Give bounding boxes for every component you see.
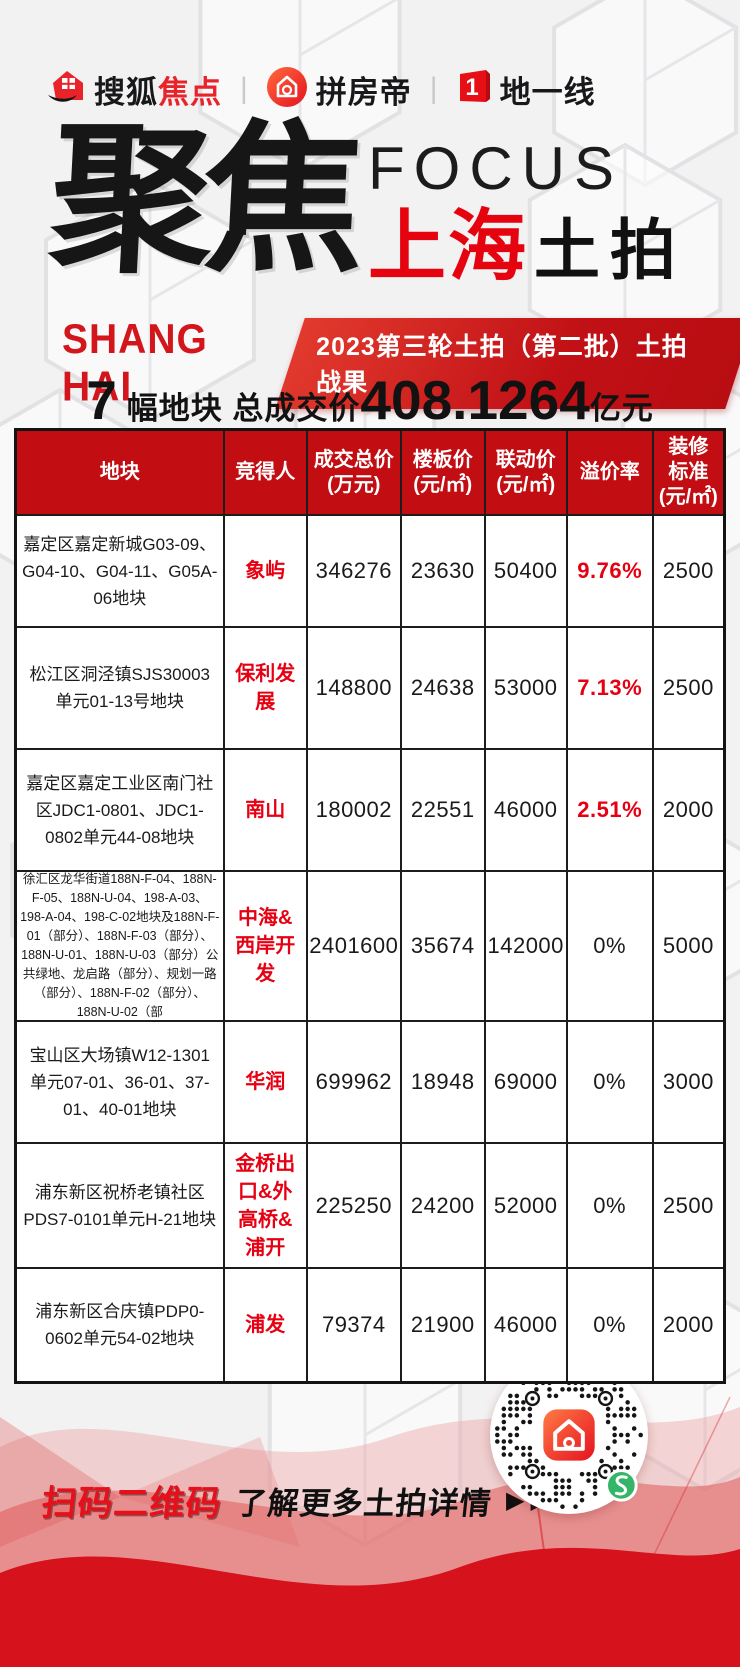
- linkage-price-cell: 69000: [486, 1022, 568, 1142]
- total-amount: 408.1264: [360, 369, 590, 431]
- total-price-cell: 225250: [308, 1144, 402, 1267]
- linkage-price-cell: 50400: [486, 516, 568, 626]
- title-city: 上海: [368, 202, 529, 290]
- title-block: 聚焦 FOCUS 上海土拍: [46, 110, 700, 309]
- decoration-cell: 3000: [662, 1069, 714, 1094]
- floor-price-cell: 23630: [402, 516, 486, 626]
- amount-unit: 亿元: [589, 391, 654, 426]
- title-en: FOCUS: [368, 135, 623, 202]
- summary-line: 7 幅地块 总成交价408.1264亿元: [0, 368, 740, 432]
- col-header-winner: 竞得人: [225, 431, 308, 514]
- floor-price-cell: 24638: [402, 628, 486, 748]
- winner-cell: 浦发: [225, 1269, 308, 1381]
- winner-cell: 保利发展: [225, 628, 308, 748]
- decoration-cell: 2500: [662, 1192, 714, 1218]
- premium-cell: 7.13%: [568, 628, 654, 748]
- floor-price-cell: 21900: [402, 1269, 486, 1381]
- diyixian-logo-text: 地一线: [499, 74, 596, 110]
- floor-price-cell: 35674: [402, 872, 486, 1020]
- diyixian-logo: 1 地一线: [456, 67, 596, 112]
- svg-text:1: 1: [465, 74, 478, 101]
- table-row: 徐汇区龙华街道188N-F-04、188N-F-05、188N-U-04、198…: [17, 872, 723, 1022]
- premium-cell: 0%: [568, 872, 654, 1020]
- col-header-decoration: 装修标准 (元/㎡): [658, 436, 718, 508]
- linkage-price-cell: 46000: [486, 1269, 568, 1381]
- footer: 扫码二维码 了解更多土拍详情 ▶▶▶: [0, 1356, 740, 1667]
- title-topic: 土拍: [534, 213, 687, 287]
- linkage-price-cell: 52000: [486, 1144, 568, 1267]
- premium-cell: 2.51%: [568, 750, 654, 870]
- linkage-price-cell: 142000: [486, 872, 568, 1020]
- pinfangdi-logo: 拼房帝: [266, 66, 412, 113]
- floor-price-cell: 22551: [402, 750, 486, 870]
- table-row: 松江区洞泾镇SJS30003单元01-13号地块 保利发展 148800 246…: [17, 628, 723, 750]
- table-row: 浦东新区合庆镇PDP0-0602单元54-02地块 浦发 79374 21900…: [17, 1269, 723, 1381]
- scan-text-black: 了解更多土拍详情: [233, 1486, 494, 1521]
- table-row: 浦东新区祝桥老镇社区PDS7-0101单元H-21地块 金桥出口&外高桥&浦开 …: [17, 1144, 723, 1269]
- table-row: 嘉定区嘉定新城G03-09、G04-10、G04-11、G05A-06地块 象屿…: [17, 516, 723, 628]
- title-sub: 上海土拍: [368, 206, 686, 309]
- premium-cell: 9.76%: [568, 516, 654, 626]
- col-header-linkage-price: 联动价 (元/㎡): [486, 431, 568, 514]
- premium-cell: 0%: [568, 1022, 654, 1142]
- total-price-cell: 346276: [308, 516, 402, 626]
- logo-divider: |: [240, 72, 248, 105]
- floor-price-cell: 24200: [402, 1144, 486, 1267]
- premium-cell: 0%: [568, 1144, 654, 1267]
- winner-cell: 华润: [225, 1022, 308, 1142]
- banner-row: SHANG HAI 2023第三轮土拍（第二批）土拍战果: [62, 315, 740, 410]
- decoration-cell: 2000: [662, 1312, 714, 1337]
- total-price-cell: 180002: [308, 750, 402, 870]
- logo-divider: |: [429, 72, 438, 105]
- col-header-floor-price: 楼板价 (元/㎡): [402, 431, 486, 514]
- pinfangdi-house-icon: [266, 66, 308, 113]
- sohu-house-icon: [46, 68, 86, 111]
- table-header-row: 地块 竞得人 成交总价 (万元) 楼板价 (元/㎡) 联动价 (元/㎡) 溢价率 装修…: [17, 431, 723, 516]
- linkage-price-cell: 53000: [486, 628, 568, 748]
- table-row: 宝山区大场镇W12-1301单元07-01、36-01、37-01、40-01地…: [17, 1022, 723, 1144]
- col-header-premium: 溢价率: [568, 431, 654, 514]
- plot-cell: 松江区洞泾镇SJS30003单元01-13号地块: [17, 628, 225, 748]
- table-row: 嘉定区嘉定工业区南门社区JDC1-0801、JDC1-0802单元44-08地块…: [17, 750, 723, 872]
- decoration-cell: 2000: [662, 797, 714, 822]
- winner-cell: 象屿: [225, 516, 308, 626]
- floor-price-cell: 18948: [402, 1022, 486, 1142]
- shanghai-en-label: SHANG HAI: [62, 315, 208, 410]
- total-price-cell: 79374: [308, 1269, 402, 1381]
- scan-text-red: 扫码二维码: [39, 1484, 224, 1523]
- winner-cell: 中海&西岸开发: [225, 872, 308, 1020]
- linkage-price-cell: 46000: [486, 750, 568, 870]
- winner-cell: 金桥出口&外高桥&浦开: [225, 1144, 308, 1267]
- sohu-focus-logo: 搜狐焦点: [46, 67, 222, 112]
- plot-cell: 嘉定区嘉定工业区南门社区JDC1-0801、JDC1-0802单元44-08地块: [17, 750, 225, 870]
- summary-label: 幅地块 总成交价: [126, 391, 361, 426]
- diyixian-one-icon: 1: [456, 68, 492, 111]
- logo-bar: 搜狐焦点 | 拼房帝 |: [46, 66, 596, 112]
- land-auction-table: 地块 竞得人 成交总价 (万元) 楼板价 (元/㎡) 联动价 (元/㎡) 溢价率 装修…: [14, 428, 726, 1384]
- total-price-cell: 2401600: [308, 872, 402, 1020]
- plot-cell: 宝山区大场镇W12-1301单元07-01、36-01、37-01、40-01地…: [17, 1022, 225, 1142]
- decoration-cell: 5000: [662, 933, 714, 958]
- pinfangdi-logo-text: 拼房帝: [315, 74, 412, 110]
- plot-cell: 浦东新区祝桥老镇社区PDS7-0101单元H-21地块: [17, 1144, 225, 1267]
- plot-cell: 徐汇区龙华街道188N-F-04、188N-F-05、188N-U-04、198…: [17, 872, 225, 1020]
- col-header-total-price: 成交总价 (万元): [308, 431, 402, 514]
- total-price-cell: 699962: [308, 1022, 402, 1142]
- title-cn: 聚焦: [46, 110, 360, 291]
- col-header-plot: 地块: [17, 431, 225, 514]
- decoration-cell: 2500: [662, 558, 714, 583]
- plot-count: 7: [86, 369, 117, 431]
- sohu-logo-text: 搜狐焦点: [94, 74, 222, 110]
- premium-cell: 0%: [568, 1269, 654, 1381]
- plot-cell: 浦东新区合庆镇PDP0-0602单元54-02地块: [17, 1269, 225, 1381]
- decoration-cell: 2500: [662, 675, 714, 700]
- winner-cell: 南山: [225, 750, 308, 870]
- plot-cell: 嘉定区嘉定新城G03-09、G04-10、G04-11、G05A-06地块: [17, 516, 225, 626]
- total-price-cell: 148800: [308, 628, 402, 748]
